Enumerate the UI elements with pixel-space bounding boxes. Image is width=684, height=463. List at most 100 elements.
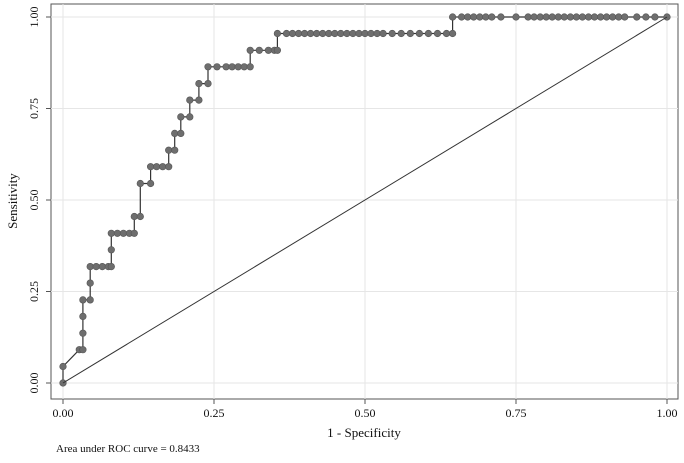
roc-point [177,129,185,137]
roc-point [107,263,115,271]
roc-point [92,263,100,271]
roc-point [548,13,556,21]
roc-point [530,13,538,21]
y-tick-label: 1.00 [27,7,41,28]
series [59,13,671,387]
roc-point [264,46,273,54]
roc-point [319,29,327,38]
roc-point [621,13,629,21]
roc-point [373,29,381,38]
x-tick-label: 1.00 [657,406,678,420]
roc-point [195,96,203,104]
roc-point [397,29,405,38]
roc-point [343,29,351,38]
grid [51,4,678,399]
roc-point [165,163,173,171]
roc-point [572,13,581,21]
roc-point [130,229,138,237]
roc-point [301,29,309,38]
roc-point [86,263,94,271]
roc-point [331,29,339,38]
roc-point [642,13,650,21]
roc-point [596,13,605,21]
roc-point [228,63,236,71]
roc-point [554,13,562,21]
roc-point [651,13,659,21]
roc-point [79,329,87,337]
roc-point [458,13,466,21]
roc-point [273,29,282,38]
roc-point [536,13,544,21]
roc-point [222,63,230,71]
roc-point [119,229,127,237]
roc-point [282,29,291,38]
roc-point [602,13,611,21]
roc-point [288,29,297,38]
ticks: 0.00 0.25 0.50 0.75 1.00 0.00 0.25 0.50 0.75 1.00 [27,7,678,421]
roc-point [204,63,212,71]
roc-point [107,229,115,237]
roc-point [153,163,161,171]
y-tick-label: 0.25 [27,281,41,302]
roc-point [615,13,623,21]
roc-point [234,63,242,71]
auc-note: Area under ROC curve = 0.8433 [56,443,200,455]
roc-point [524,13,532,21]
roc-point [195,79,203,88]
roc-point [177,113,185,121]
roc-point [307,29,315,38]
roc-point [246,46,254,54]
roc-point [633,13,641,21]
roc-point [361,29,369,38]
roc-point [79,296,87,304]
roc-point [349,29,357,38]
roc-point [136,212,144,221]
roc-point [325,29,333,38]
y-axis-title: Sensitivity [5,173,20,229]
roc-point [449,29,457,38]
roc-point [59,362,67,371]
roc-point [273,46,282,54]
roc-point [107,246,115,254]
roc-point [186,113,194,121]
roc-point [171,129,179,137]
roc-point [79,346,87,354]
roc-point [246,63,254,71]
roc-point [295,29,303,38]
roc-point [497,13,505,21]
y-tick-label: 0.00 [27,373,41,394]
roc-point [388,29,396,38]
y-tick-label: 0.75 [27,98,41,119]
roc-point [240,63,248,71]
roc-point [449,13,457,21]
roc-point [379,29,387,38]
roc-point [86,296,94,304]
roc-point [147,163,155,171]
roc-point [367,29,375,38]
roc-point [415,29,424,38]
roc-point [204,79,212,88]
roc-point [255,46,263,54]
roc-point [464,13,472,21]
roc-point [165,146,173,154]
roc-point [488,13,496,21]
roc-point [130,212,138,221]
roc-point [608,13,617,21]
roc-point [482,13,490,21]
roc-point [86,279,94,287]
roc-point [98,263,106,271]
roc-point [566,13,575,21]
roc-point [560,13,568,21]
roc-point [147,179,155,188]
roc-point [313,29,321,38]
roc-point [433,29,442,38]
roc-point [584,13,593,21]
x-axis-title: 1 - Specificity [327,425,401,440]
x-tick-label: 0.00 [53,406,74,420]
x-tick-label: 0.25 [204,406,225,420]
roc-point [442,29,451,38]
roc-point [578,13,587,21]
roc-point [337,29,345,38]
roc-point [590,13,599,21]
